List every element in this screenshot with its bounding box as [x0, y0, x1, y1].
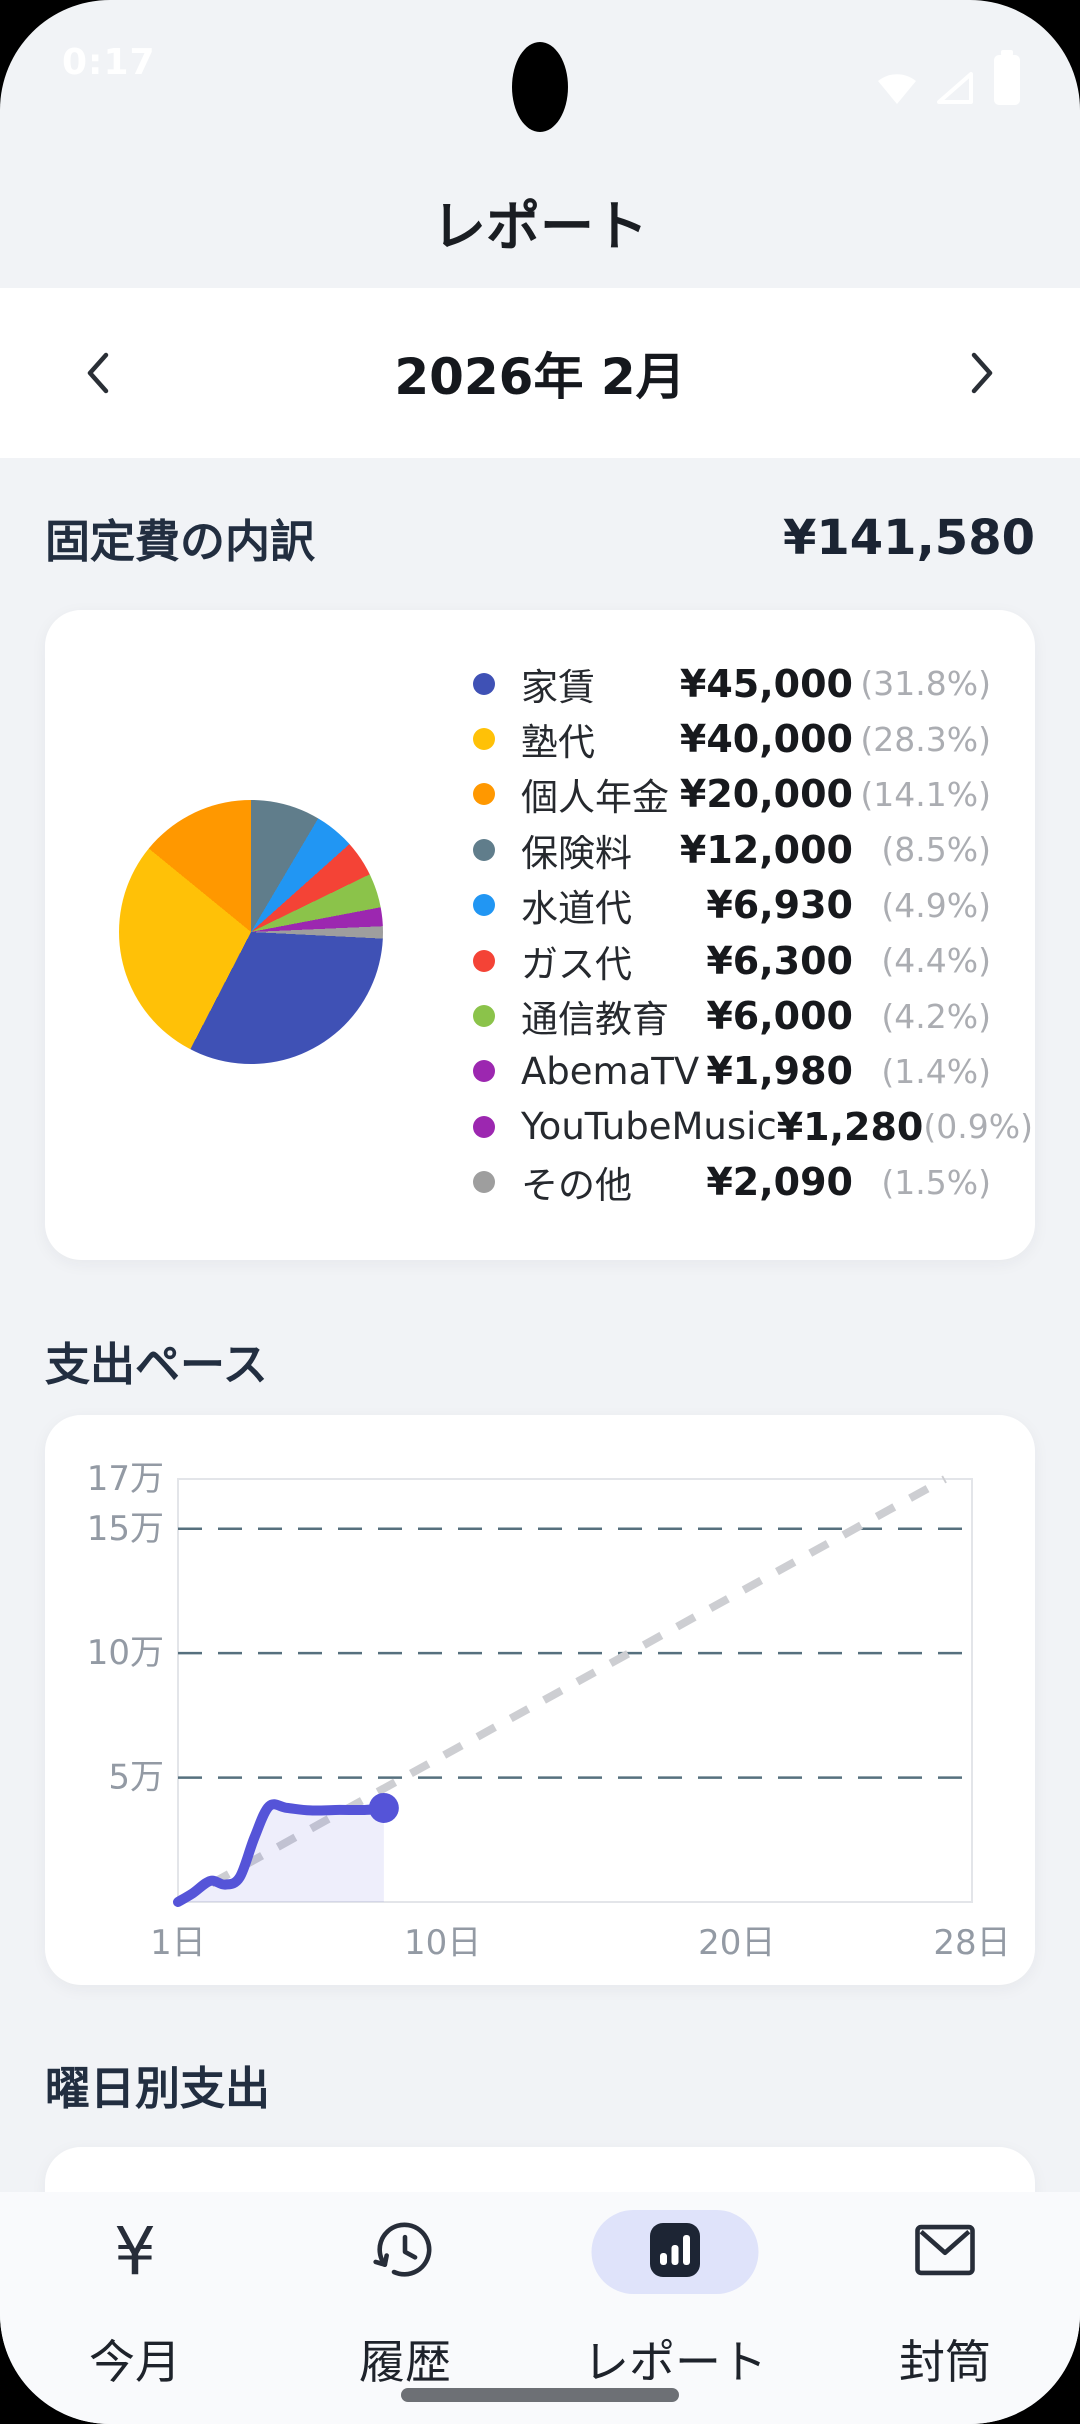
yen-icon: ¥ [114, 2213, 156, 2290]
status-icons [876, 50, 1022, 110]
nav-label-report: レポート [583, 2335, 767, 2389]
wifi-icon [876, 70, 918, 110]
status-time: 0:17 [62, 42, 156, 83]
legend-percent: (4.2%) [881, 996, 991, 1036]
legend-label: 通信教育 [521, 998, 669, 1042]
legend-row-5: ガス代 ¥6,300 (4.4%) [473, 933, 991, 988]
fixed-costs-card: 家賃 ¥45,000 (31.8%) 塾代 ¥40,000 (28.3%) 個人年金 ¥20,… [45, 610, 1035, 1260]
pie-legend: 家賃 ¥45,000 (31.8%) 塾代 ¥40,000 (28.3%) 個人年金 ¥20,… [473, 656, 1033, 1210]
weekday-title: 曜日別支出 [45, 2062, 271, 2115]
fixed-costs-header-row: 固定費の内訳 ¥141,580 [45, 505, 1035, 570]
legend-label: その他 [521, 1164, 632, 1208]
svg-text:17万: 17万 [87, 1459, 164, 1499]
page-title: レポート [432, 195, 648, 258]
legend-row-0: 家賃 ¥45,000 (31.8%) [473, 656, 991, 711]
legend-label: 家賃 [521, 665, 595, 709]
nav-item-history[interactable]: 履歴 [270, 2192, 540, 2424]
nav-item-this-month[interactable]: ¥ 今月 [0, 2192, 270, 2424]
pace-line-chart: 17万 15万 10万 5万 1日 10日 20日 28日 [87, 1459, 1011, 1963]
legend-label: ガス代 [521, 942, 632, 986]
month-nav: 2026年 2月 [0, 288, 1080, 458]
legend-value: ¥20,000 [679, 772, 853, 817]
legend-row-4: 水道代 ¥6,930 (4.9%) [473, 878, 991, 933]
cellular-signal-icon [934, 70, 976, 110]
legend-percent: (28.3%) [860, 719, 991, 759]
legend-value: ¥45,000 [679, 661, 853, 706]
legend-row-1: 塾代 ¥40,000 (28.3%) [473, 711, 991, 766]
legend-dot [473, 728, 495, 751]
gesture-bar[interactable] [401, 2388, 679, 2402]
legend-label: 水道代 [521, 887, 632, 931]
legend-dot [473, 1171, 495, 1194]
legend-value: ¥6,000 [706, 994, 853, 1039]
svg-text:10日: 10日 [404, 1923, 481, 1963]
history-icon [372, 2217, 438, 2287]
legend-percent: (0.9%) [923, 1107, 1033, 1147]
envelope-icon [912, 2221, 978, 2283]
legend-label: 個人年金 [521, 776, 669, 820]
legend-row-8: YouTubeMusic ¥1,280 (0.9%) [473, 1099, 1033, 1154]
legend-value: ¥40,000 [679, 717, 853, 762]
svg-text:1日: 1日 [150, 1923, 206, 1963]
fixed-costs-total: ¥141,580 [782, 509, 1035, 566]
report-chart-icon [648, 2223, 702, 2281]
svg-text:10万: 10万 [87, 1633, 164, 1673]
legend-value: ¥12,000 [679, 827, 853, 872]
legend-dot [473, 838, 495, 861]
legend-dot [473, 949, 495, 972]
legend-value: ¥6,930 [706, 883, 853, 928]
bottom-nav: ¥ 今月 履歴 [0, 2192, 1080, 2424]
battery-icon [992, 50, 1022, 110]
nav-label-this-month: 今月 [89, 2335, 181, 2389]
legend-dot [473, 672, 495, 695]
pace-title: 支出ペース [45, 1338, 268, 1391]
legend-dot [473, 894, 495, 917]
legend-row-7: AbemaTV ¥1,980 (1.4%) [473, 1044, 991, 1099]
svg-text:5万: 5万 [108, 1758, 164, 1798]
legend-percent: (31.8%) [860, 664, 991, 704]
legend-value: ¥2,090 [706, 1160, 853, 1205]
legend-dot [473, 1060, 495, 1083]
legend-dot [473, 783, 495, 806]
month-label: 2026年 2月 [394, 348, 686, 406]
camera-hole [512, 42, 568, 132]
svg-text:28日: 28日 [933, 1923, 1010, 1963]
legend-row-9: その他 ¥2,090 (1.5%) [473, 1155, 991, 1210]
legend-label: 塾代 [521, 721, 595, 765]
next-month-button[interactable] [960, 343, 1004, 403]
fixed-costs-pie-chart [119, 800, 383, 1064]
legend-percent: (14.1%) [860, 774, 991, 814]
legend-value: ¥1,980 [706, 1049, 853, 1094]
nav-item-report[interactable]: レポート [540, 2192, 810, 2424]
legend-percent: (4.4%) [881, 941, 991, 981]
nav-label-history: 履歴 [359, 2335, 451, 2389]
legend-label: YouTubeMusic [521, 1105, 777, 1149]
legend-label: 保険料 [521, 831, 632, 875]
legend-label: AbemaTV [521, 1049, 700, 1093]
legend-row-3: 保険料 ¥12,000 (8.5%) [473, 822, 991, 877]
legend-percent: (1.4%) [881, 1051, 991, 1091]
legend-value: ¥1,280 [776, 1104, 924, 1149]
legend-row-2: 個人年金 ¥20,000 (14.1%) [473, 767, 991, 822]
nav-item-envelope[interactable]: 封筒 [810, 2192, 1080, 2424]
fixed-costs-title: 固定費の内訳 [45, 515, 316, 568]
legend-row-6: 通信教育 ¥6,000 (4.2%) [473, 988, 991, 1043]
legend-percent: (1.5%) [881, 1162, 991, 1202]
svg-text:15万: 15万 [87, 1509, 164, 1549]
legend-value: ¥6,300 [706, 938, 853, 983]
legend-percent: (8.5%) [881, 830, 991, 870]
svg-text:20日: 20日 [698, 1923, 775, 1963]
prev-month-button[interactable] [76, 343, 120, 403]
legend-dot [473, 1115, 495, 1138]
weekday-header-row: 曜日別支出 [45, 2052, 1035, 2117]
legend-percent: (4.9%) [881, 885, 991, 925]
nav-label-envelope: 封筒 [899, 2335, 991, 2389]
legend-dot [473, 1005, 495, 1028]
pace-header-row: 支出ペース [45, 1328, 1035, 1393]
pace-chart-card: 17万 15万 10万 5万 1日 10日 20日 28日 [45, 1415, 1035, 1985]
